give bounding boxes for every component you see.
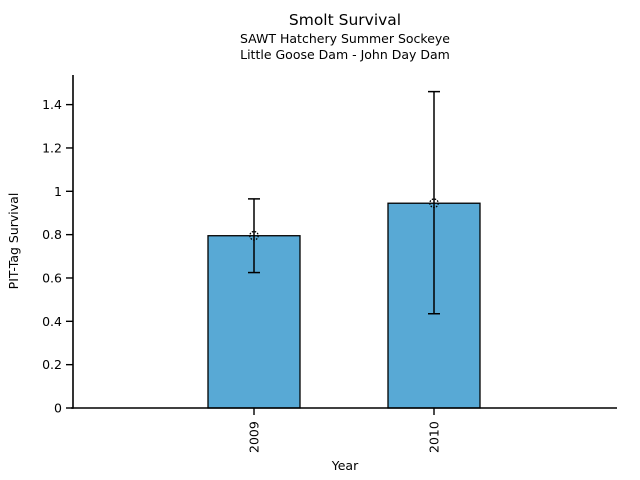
y-tick-label: 0.4 [42,314,62,329]
y-tick-label: 1.4 [42,97,62,112]
y-tick-label: 1 [54,184,62,199]
y-tick-label: 0.6 [42,270,62,285]
y-tick-label: 0.2 [42,357,62,372]
data-point-marker [249,230,259,241]
y-tick-label: 1.2 [42,140,62,155]
x-axis-label: Year [331,458,359,473]
x-tick-label: 2009 [247,421,262,453]
chart-subtitle-2: Little Goose Dam - John Day Dam [240,47,450,62]
data-point-marker [429,198,439,209]
y-tick-label: 0.8 [42,227,62,242]
y-tick-label: 0 [54,401,62,416]
chart-title: Smolt Survival [288,11,402,29]
x-tick-label: 2010 [427,421,442,453]
chart-subtitle-1: SAWT Hatchery Summer Sockeye [240,31,450,46]
